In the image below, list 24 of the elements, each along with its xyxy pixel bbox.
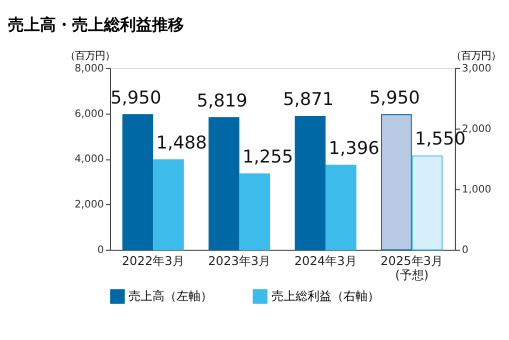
x-tick-label: 2022年3月 <box>122 254 184 268</box>
y-tick-label: 0 <box>97 244 104 256</box>
y-tick-label: 6,000 <box>74 108 104 120</box>
y-tick-label: 4,000 <box>74 153 104 166</box>
data-label: 1,255 <box>242 148 294 168</box>
legend-label: 売上高（左軸） <box>128 289 213 304</box>
chart-title: 売上高・売上総利益推移 <box>8 14 184 34</box>
data-label: 5,950 <box>369 88 420 108</box>
legend-label: 売上総利益（右軸） <box>271 289 380 304</box>
y2-tick-label: 0 <box>462 244 468 256</box>
x-tick-label: 2024年3月 <box>294 254 357 268</box>
x-tick-label: 2025年3月 (予想) <box>380 254 444 282</box>
y-axis-title: （百万円） <box>64 50 115 62</box>
data-label: 5,950 <box>110 88 162 108</box>
y2-tick-label: 3,000 <box>462 62 492 74</box>
y2-axis-title: （百万円） <box>450 50 501 62</box>
data-label: 1,488 <box>156 133 207 154</box>
y2-tick-label: 1,000 <box>462 184 492 196</box>
x-tick-label: 2023年3月 <box>208 254 271 268</box>
data-label: 5,819 <box>196 91 248 112</box>
data-label: 5,871 <box>282 90 334 110</box>
y-tick-label: 8,000 <box>74 62 104 74</box>
y-tick-label: 2,000 <box>74 198 104 211</box>
data-label: 1,396 <box>328 139 380 160</box>
